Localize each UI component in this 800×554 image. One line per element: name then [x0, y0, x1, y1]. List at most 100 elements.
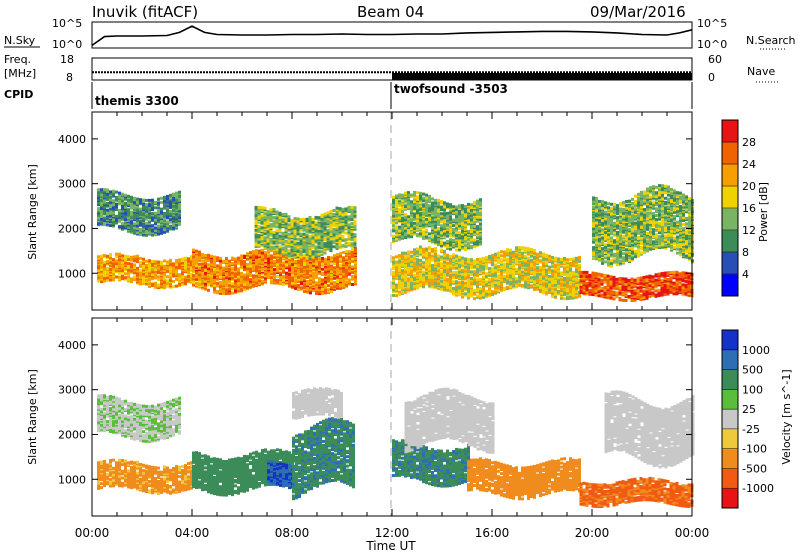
- power-cell: [336, 253, 339, 257]
- power-cell: [491, 282, 494, 286]
- power-cell: [512, 253, 515, 257]
- power-cell: [422, 278, 425, 282]
- power-cell: [449, 215, 452, 219]
- power-cell: [431, 247, 434, 251]
- power-cell: [231, 287, 234, 291]
- power-cell: [428, 266, 431, 270]
- power-cell: [284, 224, 288, 228]
- power-cell: [130, 229, 133, 233]
- power-cell: [392, 234, 395, 238]
- power-cell: [509, 248, 512, 252]
- power-cell: [527, 266, 530, 269]
- power-cell: [184, 281, 187, 284]
- power-cell: [151, 206, 154, 210]
- power-cell: [258, 273, 261, 277]
- power-cell: [416, 232, 419, 236]
- power-cell: [281, 218, 285, 222]
- power-cell: [482, 267, 485, 271]
- power-cell: [425, 254, 428, 258]
- power-cell: [261, 248, 264, 252]
- power-cell: [398, 277, 401, 280]
- power-cell: [440, 212, 443, 216]
- power-cell: [563, 273, 566, 276]
- power-cell: [479, 291, 482, 295]
- power-cell: [321, 278, 324, 282]
- power-cell: [323, 234, 327, 237]
- power-cell: [302, 217, 306, 221]
- power-cell: [263, 242, 267, 246]
- power-cell: [97, 266, 100, 270]
- power-cell: [305, 244, 309, 248]
- power-cell: [115, 202, 118, 206]
- power-cell: [201, 274, 204, 278]
- power-cell: [213, 290, 216, 294]
- beam-title: Beam 04: [357, 3, 424, 21]
- power-cell: [398, 225, 401, 229]
- power-cell: [434, 235, 437, 239]
- power-cell: [142, 213, 145, 217]
- power-cell: [281, 246, 285, 250]
- power-cell: [157, 275, 160, 279]
- power-cell: [566, 270, 569, 274]
- power-cell: [326, 211, 330, 215]
- power-cell: [533, 249, 536, 252]
- power-cell: [282, 274, 285, 278]
- power-cell: [464, 207, 467, 211]
- power-cell: [569, 267, 572, 271]
- power-cell: [172, 223, 175, 227]
- power-cell: [228, 267, 231, 271]
- power-cell: [263, 206, 267, 210]
- power-cell: [314, 215, 318, 219]
- power-cell: [204, 262, 207, 266]
- power-cell: [404, 222, 407, 226]
- noise-panel: 10^5 10^0 10^5 10^0: [52, 17, 727, 51]
- power-cell: [437, 198, 440, 202]
- power-cell: [503, 286, 506, 290]
- power-cell: [440, 227, 443, 230]
- power-cell: [154, 200, 157, 204]
- power-cell: [163, 222, 166, 226]
- power-cell: [566, 287, 569, 291]
- power-cell: [395, 271, 398, 275]
- power-cell: [339, 283, 342, 286]
- power-cell: [148, 204, 151, 208]
- power-cell: [315, 262, 318, 266]
- power-cell: [428, 216, 431, 220]
- power-cell: [282, 278, 285, 282]
- power-cell: [503, 270, 506, 274]
- power-cell: [296, 228, 300, 232]
- power-cell: [115, 255, 118, 259]
- power-cell: [243, 285, 246, 289]
- power-cell: [407, 288, 410, 292]
- power-cell: [569, 280, 572, 284]
- cpid-panel: themis 3300 twofsound -3503: [91, 82, 693, 109]
- power-cell: [470, 281, 473, 284]
- power-cell: [419, 262, 422, 266]
- power-cell: [500, 258, 503, 262]
- power-cell: [151, 224, 154, 228]
- power-cell: [270, 249, 273, 253]
- power-cell: [321, 287, 324, 291]
- power-cell: [124, 215, 127, 219]
- power-cell: [327, 288, 330, 292]
- power-cell: [338, 207, 342, 211]
- power-cell: [324, 272, 327, 276]
- power-cell: [470, 294, 473, 298]
- power-cell: [258, 281, 261, 285]
- power-cell: [169, 266, 172, 270]
- power-cell: [332, 245, 336, 249]
- power-cell: [112, 220, 115, 224]
- power-cell: [255, 278, 258, 282]
- power-cell: [166, 224, 169, 228]
- power-cell: [536, 260, 539, 264]
- power-cell: [169, 209, 172, 213]
- power-cell: [213, 287, 216, 291]
- power-cell: [467, 292, 470, 296]
- power-cell: [97, 207, 100, 211]
- power-cell: [329, 233, 333, 236]
- power-cell: [184, 268, 187, 272]
- power-cell: [266, 235, 270, 239]
- power-cell: [335, 206, 339, 210]
- power-cell: [395, 201, 398, 205]
- power-cell: [431, 216, 434, 220]
